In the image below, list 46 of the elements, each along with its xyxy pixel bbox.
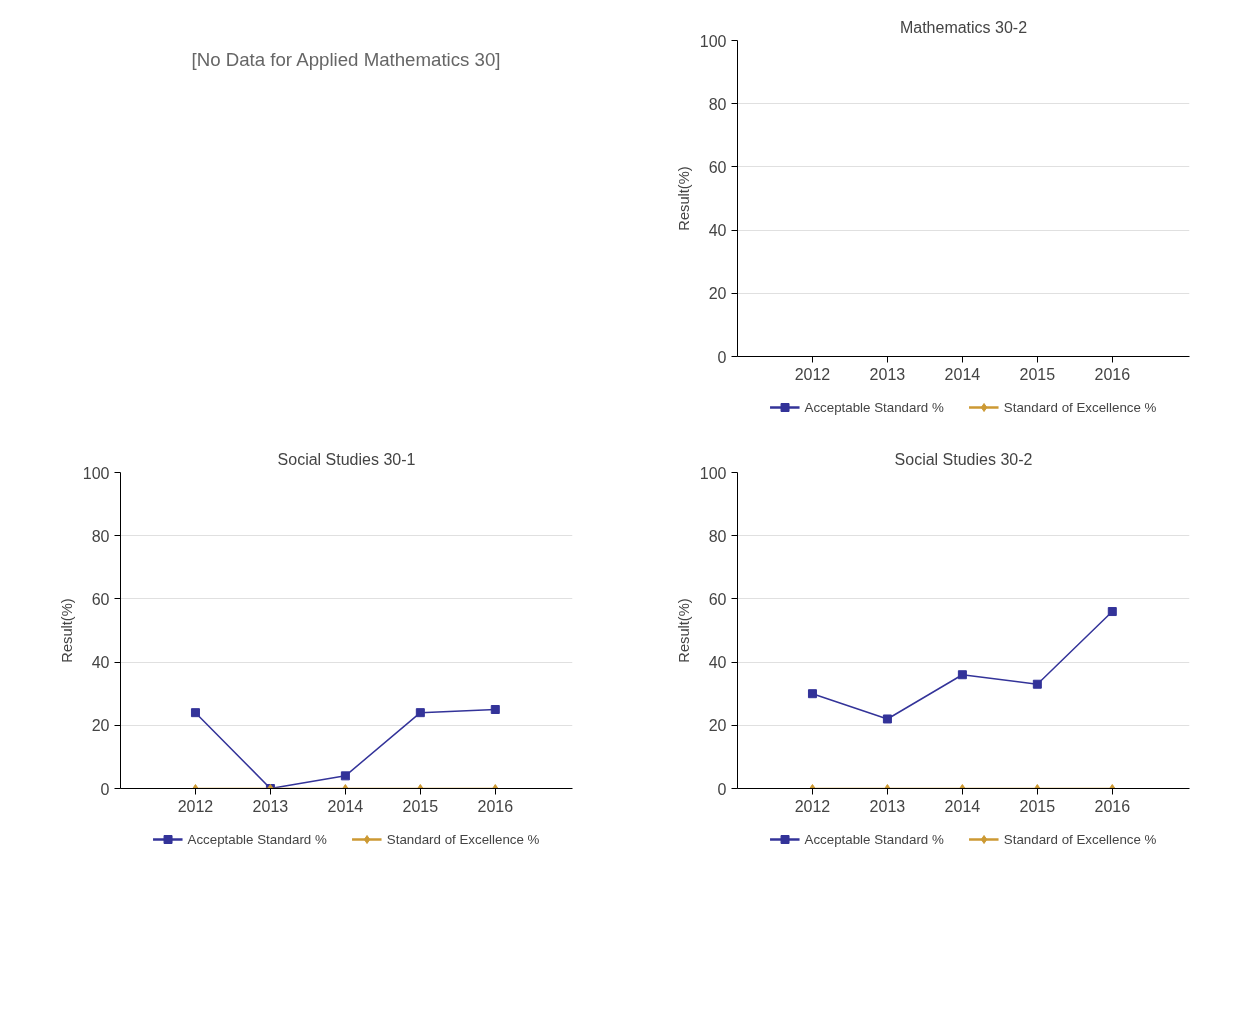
y-axis-title: Result(%) bbox=[675, 166, 692, 231]
y-tick-label: 80 bbox=[708, 527, 727, 545]
y-tick-label: 100 bbox=[699, 32, 727, 50]
y-tick-label: 0 bbox=[717, 348, 727, 366]
text: [No Data for Applied Mathematics 30] bbox=[191, 48, 501, 70]
x-tick-label: 2015 bbox=[1019, 797, 1056, 815]
x-tick-label: 2016 bbox=[477, 797, 514, 815]
legend-label: Acceptable Standard % bbox=[804, 831, 944, 847]
x-tick-label: 2014 bbox=[944, 365, 981, 383]
y-tick-label: 60 bbox=[708, 590, 727, 608]
x-tick-label: 2012 bbox=[794, 797, 831, 815]
y-tick-label: 20 bbox=[708, 285, 727, 303]
legend-label: Standard of Excellence % bbox=[1003, 831, 1157, 847]
y-tick-label: 20 bbox=[91, 717, 110, 735]
y-tick-label: 0 bbox=[100, 780, 110, 798]
y-tick-label: 40 bbox=[708, 222, 727, 240]
chart-title: Mathematics 30-2 bbox=[899, 18, 1028, 36]
legend-label: Acceptable Standard % bbox=[187, 831, 327, 847]
y-tick-label: 80 bbox=[708, 95, 727, 113]
y-tick-label: 80 bbox=[91, 527, 110, 545]
y-tick-label: 40 bbox=[91, 654, 110, 672]
y-tick-label: 100 bbox=[699, 464, 727, 482]
y-tick-label: 100 bbox=[82, 464, 110, 482]
y-tick-label: 60 bbox=[708, 158, 727, 176]
chart-title: Social Studies 30-2 bbox=[894, 450, 1033, 468]
y-axis-title: Result(%) bbox=[58, 598, 75, 663]
x-tick-label: 2016 bbox=[1094, 797, 1131, 815]
x-tick-label: 2013 bbox=[869, 365, 906, 383]
chart-title: Social Studies 30-1 bbox=[277, 450, 416, 468]
x-tick-label: 2012 bbox=[177, 797, 214, 815]
x-tick-label: 2013 bbox=[252, 797, 289, 815]
x-tick-label: 2015 bbox=[1019, 365, 1056, 383]
y-tick-label: 0 bbox=[717, 780, 727, 798]
x-tick-label: 2013 bbox=[869, 797, 906, 815]
y-axis-title: Result(%) bbox=[675, 598, 692, 663]
y-tick-label: 40 bbox=[708, 654, 727, 672]
legend-label: Acceptable Standard % bbox=[804, 399, 944, 415]
y-tick-label: 60 bbox=[91, 590, 110, 608]
legend-label: Standard of Excellence % bbox=[386, 831, 540, 847]
x-tick-label: 2014 bbox=[327, 797, 364, 815]
x-tick-label: 2012 bbox=[794, 365, 831, 383]
y-tick-label: 20 bbox=[708, 717, 727, 735]
x-tick-label: 2015 bbox=[402, 797, 439, 815]
x-tick-label: 2016 bbox=[1094, 365, 1131, 383]
x-tick-label: 2014 bbox=[944, 797, 981, 815]
legend-label: Standard of Excellence % bbox=[1003, 399, 1157, 415]
